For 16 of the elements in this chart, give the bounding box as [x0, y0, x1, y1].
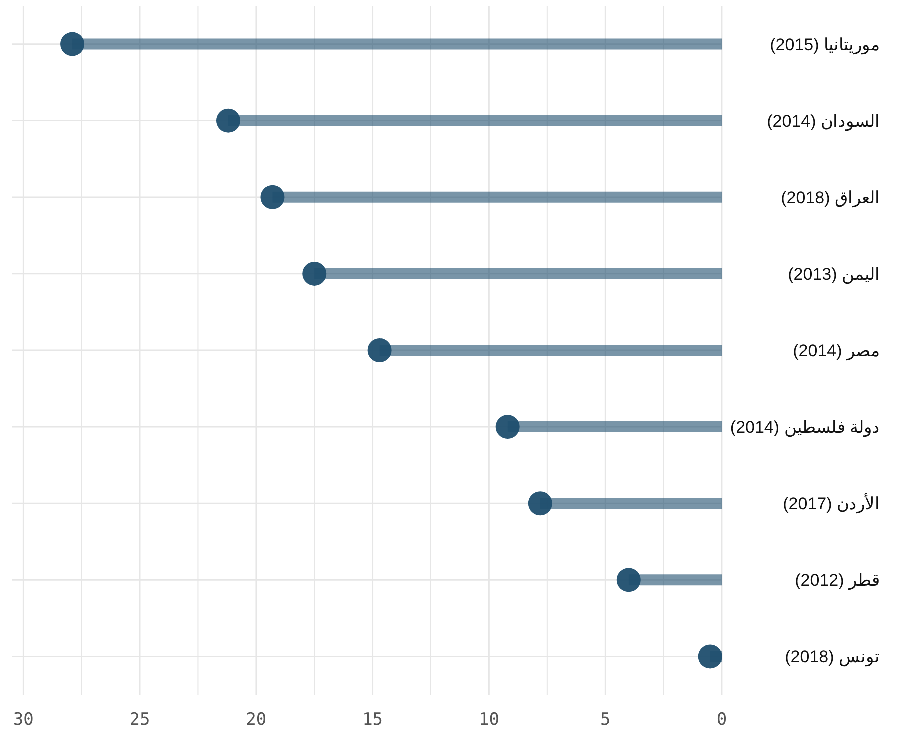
y-tick-label: دولة فلسطين (2014): [730, 418, 880, 438]
y-tick-label: اليمن (2013): [788, 264, 880, 285]
x-tick-label: 5: [600, 710, 611, 730]
x-tick-label: 10: [478, 710, 500, 730]
y-tick-label: مصر (2014): [793, 342, 880, 362]
x-tick-label: 25: [130, 710, 150, 730]
x-tick-label: 20: [246, 710, 267, 730]
x-tick-label: 15: [362, 710, 384, 730]
y-tick-label: العراق (2018): [781, 188, 880, 208]
y-tick-label: قطر (2012): [795, 571, 880, 592]
y-tick-label: تونس (2018): [785, 648, 880, 668]
x-tick-label: 30: [13, 710, 34, 730]
y-tick-label: السودان (2014): [767, 112, 880, 132]
y-tick-label: الأردن (2017): [783, 494, 880, 515]
x-tick-label: 0: [716, 710, 728, 730]
y-tick-label: موريتانيا (2015): [770, 35, 880, 56]
